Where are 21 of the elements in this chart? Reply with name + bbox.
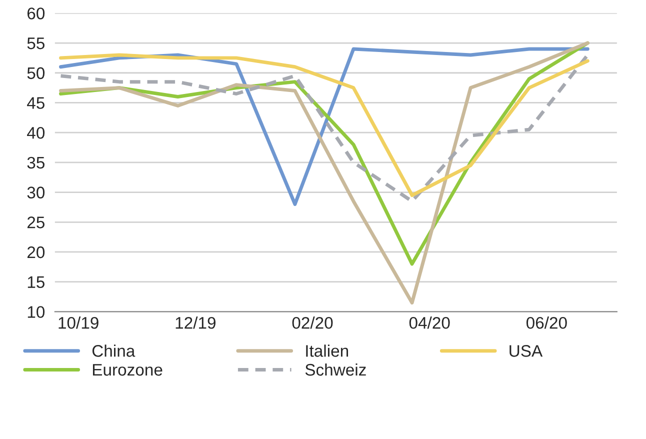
- y-tick-label: 40: [27, 126, 45, 139]
- x-tick-label: 12/19: [176, 316, 216, 329]
- y-tick-label: 55: [27, 38, 44, 50]
- y-tick-label: 50: [27, 67, 45, 80]
- y-tick-label: 35: [27, 156, 44, 169]
- x-tick-label: 04/20: [409, 316, 450, 329]
- y-tick-label: 10: [28, 306, 45, 318]
- legend-label: Italien: [306, 344, 348, 357]
- legend-label: Schweiz: [305, 363, 366, 376]
- legend-label: China: [92, 344, 136, 357]
- x-tick-label: 06/20: [526, 316, 567, 329]
- y-tick-label: 45: [27, 97, 44, 109]
- legend-label: USA: [510, 345, 543, 357]
- y-tick-label: 30: [27, 186, 45, 198]
- y-tick-label: 25: [27, 216, 44, 228]
- x-tick-label: 02/20: [292, 316, 333, 329]
- y-tick-label: 15: [28, 276, 44, 288]
- y-tick-label: 60: [28, 8, 45, 20]
- legend-label: Eurozone: [92, 364, 162, 376]
- x-tick-label: 10/19: [58, 316, 98, 329]
- y-tick-label: 20: [27, 246, 45, 258]
